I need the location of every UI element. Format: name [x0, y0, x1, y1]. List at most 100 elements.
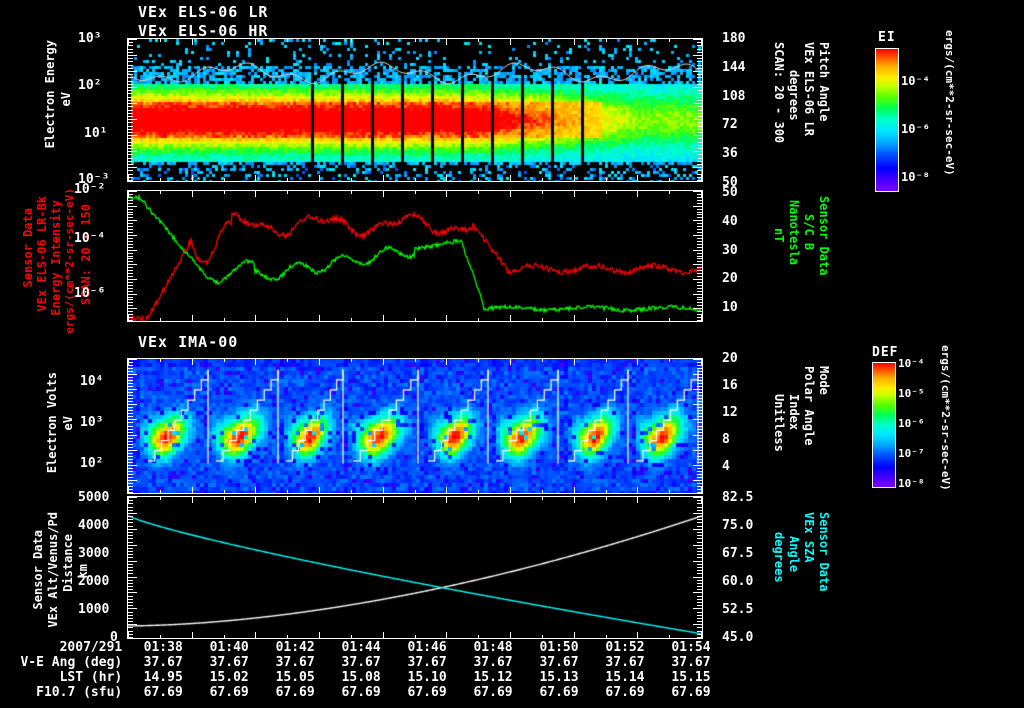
el-colorbar-title: EI	[878, 30, 896, 45]
table-cell: 67.69	[143, 685, 183, 700]
axis-tick-x	[669, 497, 670, 500]
axis-tick-x	[383, 497, 384, 503]
panel2-right-label-3: nT	[772, 228, 786, 243]
panel3-rtick-0: 20	[722, 351, 738, 366]
el-colorbar-tick-1: 10⁻⁶	[901, 122, 930, 136]
def-colorbar-tick-3: 10⁻⁷	[898, 447, 925, 460]
axis-tick-x	[669, 318, 670, 321]
panel4-ytick-5: 0	[110, 630, 118, 645]
def-colorbar-tick-1: 10⁻⁵	[898, 387, 925, 400]
axis-tick-x	[383, 487, 384, 493]
def-colorbar	[872, 362, 896, 488]
panel4-right-label-3: degrees	[772, 532, 786, 583]
panel-ima-spectrogram[interactable]	[127, 358, 703, 494]
axis-tick-x	[287, 497, 288, 500]
axis-tick-x	[415, 318, 416, 321]
axis-tick-x	[255, 487, 256, 493]
table-cell: 15.15	[671, 670, 711, 685]
panel3-rtick-4: 4	[722, 459, 730, 474]
axis-tick-x	[606, 178, 607, 181]
axis-tick-x	[192, 175, 193, 181]
altitude-sza-canvas	[128, 497, 702, 638]
axis-tick-x	[192, 487, 193, 493]
axis-tick-x	[637, 39, 638, 45]
axis-tick-x	[415, 490, 416, 493]
axis-tick-x	[128, 632, 129, 638]
axis-tick-x	[637, 191, 638, 197]
table-cell: 37.67	[539, 655, 579, 670]
table-cell: 15.13	[539, 670, 579, 685]
axis-tick-x	[192, 39, 193, 45]
axis-tick-x	[478, 490, 479, 493]
axis-tick-x	[351, 497, 352, 500]
axis-tick-x	[415, 359, 416, 362]
axis-tick-x	[351, 635, 352, 638]
energy-intensity-magfield-canvas	[128, 191, 702, 321]
axis-tick-x	[255, 497, 256, 503]
axis-tick-x	[669, 178, 670, 181]
axis-tick-x	[160, 178, 161, 181]
panel3-title: VEx IMA-00	[138, 333, 239, 351]
def-colorbar-title: DEF	[872, 345, 899, 360]
table-cell: 15.02	[209, 670, 249, 685]
axis-tick-x	[510, 39, 511, 45]
axis-tick-x	[701, 632, 702, 638]
table-row: V-E Ang (deg) 37.67 37.67 37.67 37.67 37.67 37…	[0, 655, 724, 670]
axis-tick-x	[319, 175, 320, 181]
axis-tick-x	[415, 191, 416, 194]
axis-tick-x	[224, 359, 225, 362]
table-row-label: LST (hr)	[59, 670, 123, 685]
panel1-ytick-2: 10¹	[84, 126, 108, 141]
table-cell: 37.67	[671, 655, 711, 670]
panel4-rtick-1: 75.0	[722, 518, 754, 533]
axis-tick-x	[415, 635, 416, 638]
axis-tick-x	[446, 497, 447, 503]
panel3-rtick-2: 12	[722, 405, 738, 420]
table-cell: 01:52	[605, 640, 645, 655]
table-cell: 37.67	[341, 655, 381, 670]
axis-tick-x	[606, 497, 607, 500]
panel4-ytick-2: 3000	[78, 546, 110, 561]
panel4-rtick-4: 52.5	[722, 602, 754, 617]
axis-tick-x	[542, 39, 543, 42]
axis-tick-x	[701, 359, 702, 365]
axis-tick-x	[446, 175, 447, 181]
axis-tick-x	[192, 497, 193, 503]
axis-tick-x	[446, 487, 447, 493]
axis-tick-x	[701, 191, 702, 197]
axis-tick-x	[383, 315, 384, 321]
axis-tick-x	[606, 318, 607, 321]
axis-tick-x	[319, 497, 320, 503]
ima-spectrogram-canvas	[128, 359, 702, 493]
axis-tick-x	[574, 632, 575, 638]
table-row: 2007/291 01:38 01:40 01:42 01:44 01:46 01:48 01…	[0, 640, 724, 655]
axis-tick-x	[574, 39, 575, 45]
axis-tick-x	[574, 175, 575, 181]
el-colorbar-units: ergs/(cm**2-sr-sec-eV)	[943, 30, 956, 176]
el-colorbar-tick-0: 10⁻⁴	[901, 74, 930, 88]
axis-tick-x	[255, 359, 256, 365]
panel3-ytick-2: 10²	[80, 456, 104, 471]
panel1-right-label-3: SCAN: 20 - 300	[772, 42, 786, 144]
axis-tick-x	[128, 359, 129, 365]
axis-tick-x	[478, 359, 479, 362]
panel2-rtick-3: 20	[722, 271, 738, 286]
el-colorbar-tick-2: 10⁻⁸	[901, 170, 930, 184]
table-cell: 67.69	[539, 685, 579, 700]
table-cell: 15.14	[605, 670, 645, 685]
axis-tick-x	[160, 39, 161, 42]
axis-tick-x	[192, 191, 193, 197]
table-cell: 37.67	[407, 655, 447, 670]
panel-els-spectrogram[interactable]	[127, 38, 703, 182]
axis-tick-x	[669, 635, 670, 638]
panel3-ytick-1: 10³	[80, 415, 104, 430]
table-cell: 67.69	[209, 685, 249, 700]
panel1-rtick-2: 108	[722, 89, 746, 104]
axis-tick-x	[478, 178, 479, 181]
panel-altitude-sza[interactable]	[127, 496, 703, 639]
axis-tick-x	[160, 359, 161, 362]
panel-energy-intensity-magfield[interactable]	[127, 190, 703, 322]
table-row-label: F10.7 (sfu)	[36, 685, 123, 700]
axis-tick-x	[415, 178, 416, 181]
axis-tick-x	[478, 191, 479, 194]
